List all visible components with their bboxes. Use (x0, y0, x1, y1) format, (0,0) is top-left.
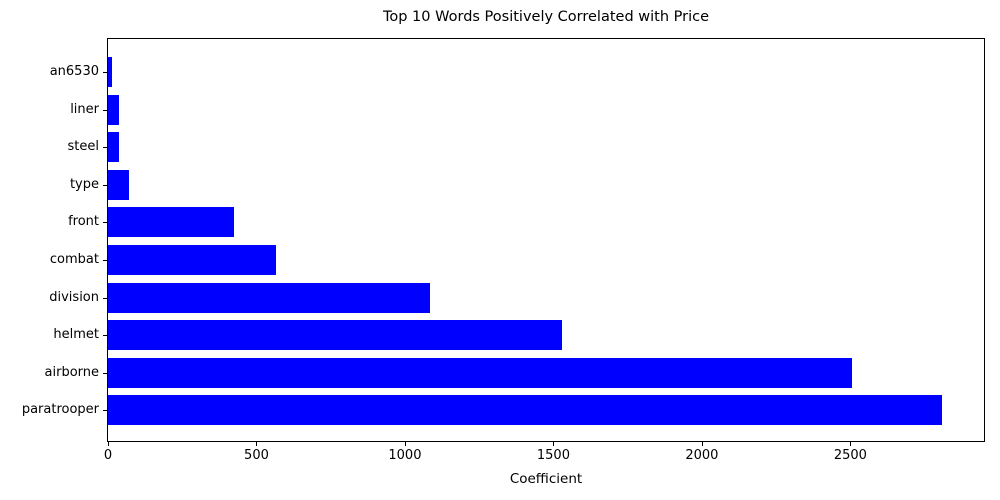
y-tick-mark (103, 184, 107, 186)
x-axis-label: Coefficient (509, 471, 583, 487)
x-tick-label-0: 0 (103, 448, 113, 463)
y-tick-mark (103, 297, 107, 299)
x-tick-label-1500: 1500 (536, 448, 570, 463)
x-tick-label-1000: 1000 (388, 448, 422, 463)
x-tick-mark (850, 442, 852, 446)
y-tick-label-helmet: helmet (53, 327, 99, 343)
y-tick-label-liner: liner (70, 101, 99, 117)
bar-front (108, 207, 235, 238)
y-tick-mark (103, 72, 107, 73)
y-tick-label-front: front (68, 214, 99, 230)
bar-liner (108, 94, 120, 125)
x-tick-mark (553, 442, 555, 446)
y-tick-mark (103, 109, 107, 111)
bar-steel (108, 132, 119, 163)
chart-title: Top 10 Words Positively Correlated with … (382, 9, 710, 25)
bar-helmet (108, 320, 563, 351)
y-tick-label-airborne: airborne (44, 364, 99, 380)
bar-division (108, 282, 431, 313)
y-tick-label-steel: steel (67, 139, 99, 155)
x-tick-mark (256, 442, 258, 446)
x-tick-mark (108, 442, 109, 446)
y-tick-label-division: division (49, 289, 99, 305)
y-tick-mark (103, 335, 107, 337)
y-tick-label-paratrooper: paratrooper (21, 402, 99, 418)
y-tick-mark (103, 260, 107, 261)
y-tick-label-type: type (69, 176, 99, 192)
x-tick-label-2500: 2500 (833, 448, 867, 463)
bar-combat (108, 245, 276, 275)
bar-paratrooper (108, 395, 943, 426)
x-tick-mark (701, 442, 703, 446)
bar-type (108, 169, 130, 200)
x-tick-label-2000: 2000 (685, 448, 719, 463)
bar-an6530 (108, 57, 113, 87)
bar-airborne (108, 357, 852, 388)
y-tick-label-combat: combat (49, 252, 99, 267)
x-tick-mark (404, 442, 406, 446)
y-tick-mark (103, 410, 107, 412)
y-tick-mark (103, 147, 107, 149)
x-tick-label-500: 500 (244, 448, 269, 463)
y-tick-mark (103, 222, 107, 224)
y-tick-label-an6530: an6530 (49, 64, 99, 79)
y-tick-mark (103, 372, 107, 374)
